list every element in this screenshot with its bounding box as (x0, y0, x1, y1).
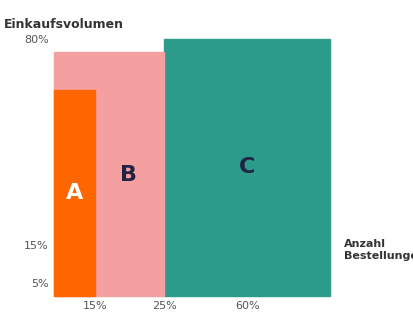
Text: Anzahl
Bestellungen: Anzahl Bestellungen (344, 239, 413, 261)
Text: Einkaufsvolumen: Einkaufsvolumen (4, 18, 124, 31)
Bar (164, 39, 330, 296)
Text: B: B (120, 165, 137, 185)
Bar (54, 52, 164, 296)
Text: A: A (66, 183, 83, 203)
Bar (54, 90, 95, 296)
Text: C: C (239, 157, 256, 177)
